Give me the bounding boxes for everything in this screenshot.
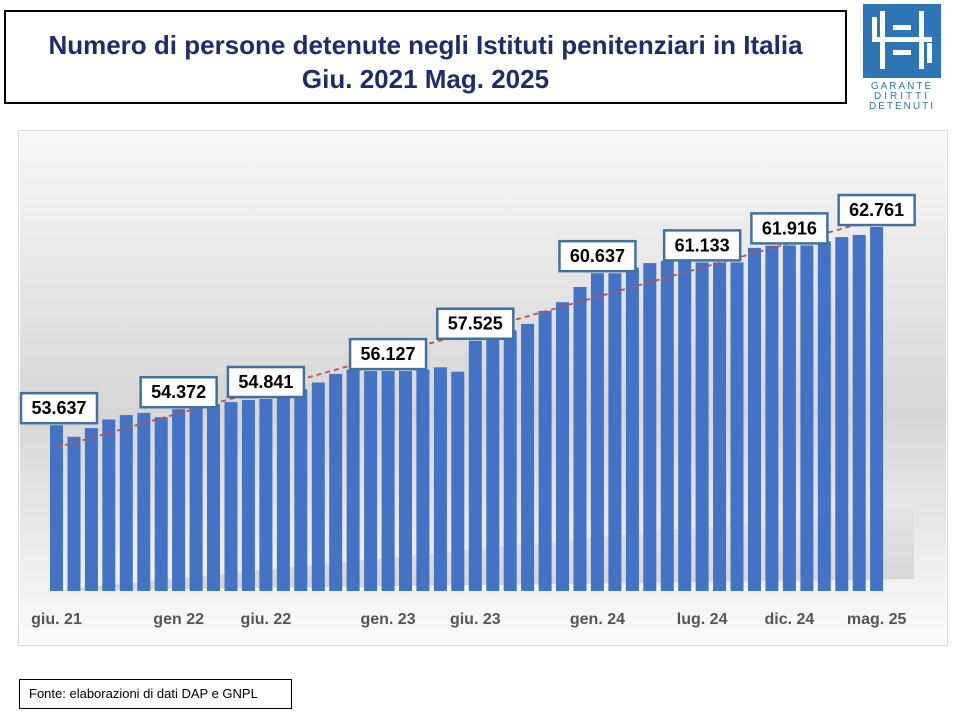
bar xyxy=(730,262,744,591)
bar xyxy=(416,369,430,591)
data-label-text: 53.637 xyxy=(31,398,86,418)
bar xyxy=(119,415,133,591)
data-label: 53.637 xyxy=(19,391,99,425)
bar xyxy=(294,389,308,591)
data-label: 54.841 xyxy=(226,365,306,399)
x-tick-label: dic. 24 xyxy=(764,611,814,628)
data-label-text: 61.916 xyxy=(762,218,817,238)
bar xyxy=(835,237,849,591)
x-tick-label: gen 22 xyxy=(153,611,204,628)
x-tick-label: giu. 23 xyxy=(450,611,501,628)
data-label-text: 62.761 xyxy=(849,200,904,220)
bar xyxy=(538,310,552,591)
bar xyxy=(695,262,709,591)
bars-group xyxy=(50,227,884,591)
bar xyxy=(660,260,674,591)
bar xyxy=(817,241,831,591)
bar xyxy=(713,262,727,591)
bar xyxy=(207,404,220,591)
bar xyxy=(329,373,343,591)
data-label-text: 56.127 xyxy=(361,344,416,364)
bar xyxy=(643,263,657,591)
bar xyxy=(521,323,535,591)
bar xyxy=(50,425,63,591)
data-label-text: 61.133 xyxy=(675,235,730,255)
bar xyxy=(364,371,378,591)
bar xyxy=(451,371,465,591)
bar xyxy=(224,402,238,591)
bar xyxy=(765,245,779,591)
data-label-text: 54.841 xyxy=(238,372,293,392)
bar xyxy=(381,371,395,591)
x-tick-label: gen. 23 xyxy=(360,611,415,628)
bar xyxy=(870,227,884,591)
bar xyxy=(556,302,569,591)
bar xyxy=(468,340,482,591)
garante-logo: GARANTE DIRITTI DETENUTI xyxy=(862,3,942,113)
logo-text-line: DIRITTI xyxy=(874,91,930,102)
bar xyxy=(172,409,186,591)
data-label: 57.525 xyxy=(436,307,515,340)
garante-logo-graphic: GARANTE DIRITTI DETENUTI xyxy=(863,4,941,112)
bar xyxy=(852,234,866,591)
data-label: 61.916 xyxy=(750,212,829,245)
data-label: 62.761 xyxy=(837,193,916,227)
chart-title-box: Numero di persone detenute negli Istitut… xyxy=(4,10,847,104)
bar xyxy=(678,256,692,591)
data-labels-group: 53.637 54.372 54.841 56.127 57.525 60.637 61.1… xyxy=(19,193,916,425)
source-note: Fonte: elaborazioni di dati DAP e GNPL xyxy=(19,679,292,709)
bar xyxy=(590,273,604,591)
chart-subtitle: Giu. 2021 Mag. 2025 xyxy=(301,64,550,94)
x-tick-label: giu. 22 xyxy=(241,611,292,628)
bar xyxy=(486,336,500,591)
bar xyxy=(782,245,796,591)
data-label-text: 60.637 xyxy=(570,246,625,266)
data-label: 60.637 xyxy=(558,239,637,273)
bar xyxy=(748,247,761,591)
bar xyxy=(102,419,116,591)
bar xyxy=(259,399,273,591)
bar xyxy=(573,287,587,591)
bar xyxy=(241,399,255,591)
bar xyxy=(154,417,168,591)
logo-text-line: GARANTE xyxy=(871,81,933,92)
data-label-text: 54.372 xyxy=(151,382,206,402)
x-tick-label: mag. 25 xyxy=(847,611,907,628)
bar xyxy=(608,273,622,591)
bar xyxy=(433,367,447,591)
bar xyxy=(399,371,412,591)
x-tick-label: gen. 24 xyxy=(570,611,625,628)
data-label: 61.133 xyxy=(662,229,742,262)
bar-chart: 53.637 54.372 54.841 56.127 57.525 60.637 61.1… xyxy=(19,132,946,644)
x-tick-label: giu. 21 xyxy=(31,611,82,628)
bar xyxy=(311,382,325,591)
chart-area: 53.637 54.372 54.841 56.127 57.525 60.637 61.1… xyxy=(18,130,948,646)
data-label: 56.127 xyxy=(348,337,428,371)
bar xyxy=(625,267,639,591)
data-label: 54.372 xyxy=(139,375,218,409)
tick-labels-group: giu. 21 gen 22 giu. 22 gen. 23 giu. 23 gen. 2… xyxy=(31,611,906,628)
bar xyxy=(84,428,98,591)
bar xyxy=(503,330,517,591)
chart-title: Numero di persone detenute negli Istitut… xyxy=(48,30,803,60)
bar xyxy=(276,397,290,591)
logo-text-line: DETENUTI xyxy=(869,101,935,112)
bar xyxy=(189,406,203,591)
bar xyxy=(800,245,814,591)
x-tick-label: lug. 24 xyxy=(677,611,728,628)
data-label-text: 57.525 xyxy=(448,314,503,334)
bar xyxy=(346,369,360,591)
bar xyxy=(67,436,81,591)
bar xyxy=(137,412,151,591)
